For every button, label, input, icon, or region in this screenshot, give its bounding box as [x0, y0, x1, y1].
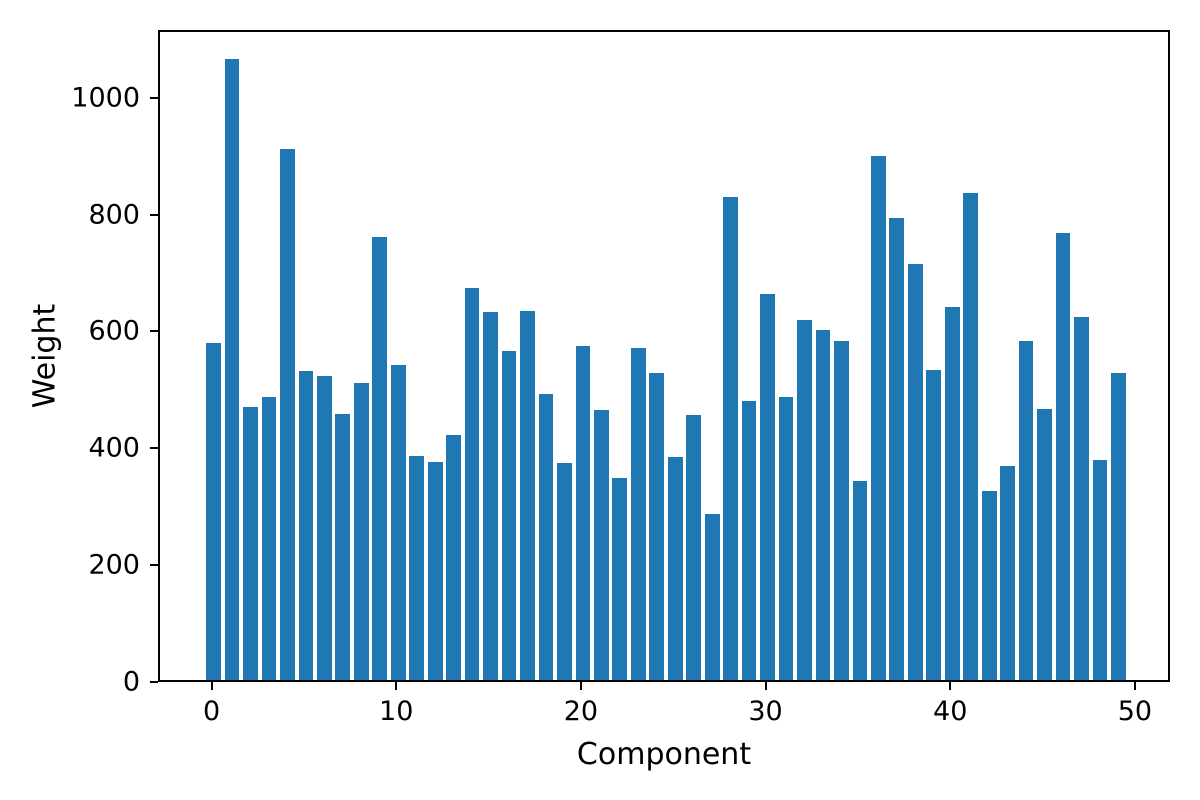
plot-area	[158, 30, 1170, 682]
bar-46	[1055, 233, 1071, 680]
bar-43	[1000, 466, 1016, 680]
bar-37	[889, 218, 905, 680]
x-tick-label-50: 50	[1117, 696, 1153, 727]
x-tick-label-10: 10	[379, 696, 414, 727]
bar-14	[464, 287, 480, 680]
bar-17	[520, 310, 535, 680]
x-tick-label-40: 40	[933, 696, 968, 727]
bar-32	[797, 320, 812, 680]
x-tick-label-0: 0	[202, 696, 221, 727]
bar-28	[723, 196, 738, 680]
bar-48	[1092, 460, 1108, 680]
bar-19	[557, 463, 572, 680]
bar-35	[852, 480, 868, 680]
bar-8	[353, 383, 369, 680]
y-tick-mark-600	[150, 330, 158, 333]
bar-7	[335, 413, 351, 680]
x-tick-mark-30	[764, 682, 767, 690]
bar-45	[1037, 408, 1052, 680]
bar-33	[815, 330, 831, 680]
bar-29	[741, 401, 757, 680]
bar-31	[778, 396, 794, 680]
x-tick-mark-40	[949, 682, 952, 690]
bar-5	[298, 370, 314, 680]
x-tick-mark-50	[1133, 682, 1136, 690]
bar-34	[834, 340, 849, 680]
bar-10	[390, 364, 406, 680]
bar-4	[280, 148, 295, 680]
bar-18	[538, 393, 554, 680]
bar-13	[446, 435, 461, 680]
x-axis-label: Component	[576, 737, 752, 772]
bar-25	[667, 457, 683, 680]
x-tick-mark-20	[579, 682, 582, 690]
y-tick-label-800: 800	[88, 199, 140, 231]
bar-15	[483, 311, 498, 680]
y-tick-label-200: 200	[88, 549, 140, 581]
bar-21	[593, 409, 609, 680]
bar-16	[501, 350, 517, 680]
bar-47	[1074, 316, 1089, 680]
y-tick-label-0: 0	[122, 666, 140, 698]
x-tick-mark-10	[395, 682, 398, 690]
bar-11	[409, 456, 425, 680]
bar-40	[944, 307, 960, 680]
bar-38	[907, 264, 923, 680]
bar-42	[981, 490, 997, 680]
y-tick-mark-1000	[150, 96, 158, 99]
bar-24	[649, 373, 665, 680]
bar-0	[206, 343, 221, 680]
bar-27	[704, 513, 720, 680]
bar-41	[963, 192, 979, 680]
bar-49	[1111, 373, 1126, 680]
x-tick-label-20: 20	[563, 696, 599, 727]
bar-3	[261, 397, 277, 680]
bar-26	[686, 414, 702, 680]
bar-9	[372, 237, 388, 680]
y-tick-label-1000: 1000	[71, 82, 140, 114]
y-tick-mark-800	[150, 213, 158, 216]
bar-39	[926, 370, 942, 680]
y-tick-label-400: 400	[88, 432, 140, 464]
bar-44	[1018, 340, 1034, 680]
bar-2	[243, 406, 258, 680]
y-tick-mark-0	[150, 681, 158, 683]
bar-22	[612, 478, 628, 680]
bar-12	[427, 462, 443, 680]
y-tick-mark-200	[150, 564, 158, 567]
bar-36	[870, 155, 886, 680]
bar-6	[316, 375, 332, 680]
y-tick-mark-400	[150, 447, 158, 450]
y-tick-label-600: 600	[88, 315, 140, 347]
bar-20	[575, 345, 591, 680]
x-tick-mark-0	[210, 682, 213, 690]
x-tick-label-30: 30	[748, 696, 783, 727]
bar-30	[760, 294, 775, 680]
bar-1	[224, 58, 240, 680]
bar-23	[630, 347, 646, 680]
y-axis-label: Weight	[27, 303, 63, 409]
